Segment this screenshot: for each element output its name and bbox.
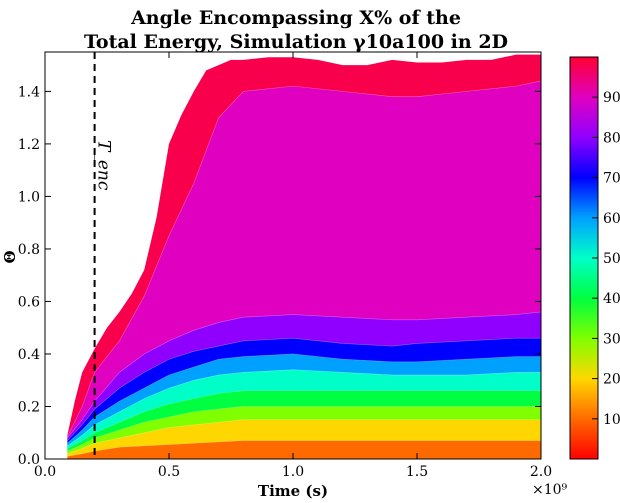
y-axis-ticks: 0.0 0.2 0.4 0.6 0.8 1.0 1.2 1.4 [18, 84, 541, 468]
x-tick-label: 1.5 [406, 464, 428, 480]
y-tick-label: 1.4 [18, 84, 40, 100]
chart-title-line1: Angle Encompassing X% of the [130, 7, 461, 29]
x-axis-label: Time (s) [258, 482, 328, 500]
colorbar-tick-label: 70 [603, 171, 620, 187]
colorbar-tick-label: 20 [603, 372, 620, 388]
y-axis-label: Θ [1, 250, 19, 263]
colorbar-tick-label: 80 [603, 130, 620, 146]
y-tick-label: 0.2 [18, 399, 40, 415]
x-tick-label: 1.0 [282, 464, 304, 480]
x-tick-label: 0.0 [34, 464, 56, 480]
colorbar-tick-label: 40 [603, 291, 620, 307]
colorbar-tick-label: 30 [603, 331, 620, 347]
y-tick-label: 1.0 [18, 189, 40, 205]
y-tick-label: 0.8 [18, 242, 40, 258]
colorbar-tick-label: 90 [603, 90, 620, 106]
y-tick-label: 0.4 [18, 347, 40, 363]
y-tick-label: 0.6 [18, 294, 40, 310]
colorbar-ticks: 10 20 30 40 50 60 70 80 90 [592, 90, 620, 428]
plot-area [67, 54, 541, 459]
chart-title-line2: Total Energy, Simulation γ10a100 in 2D [84, 31, 508, 53]
y-tick-label: 1.2 [18, 137, 40, 153]
x-tick-label: 0.5 [158, 464, 180, 480]
y-tick-label: 0.0 [18, 452, 40, 468]
x-axis-multiplier: ×10⁹ [532, 482, 568, 498]
colorbar-tick-label: 60 [603, 211, 620, 227]
colorbar-tick-label: 10 [603, 412, 620, 428]
x-tick-label: 2.0 [530, 464, 552, 480]
x-axis-ticks: 0.0 0.5 1.0 1.5 2.0 [34, 52, 552, 480]
t-enc-label: T_enc [94, 140, 114, 191]
colorbar-tick-label: 50 [603, 251, 620, 267]
